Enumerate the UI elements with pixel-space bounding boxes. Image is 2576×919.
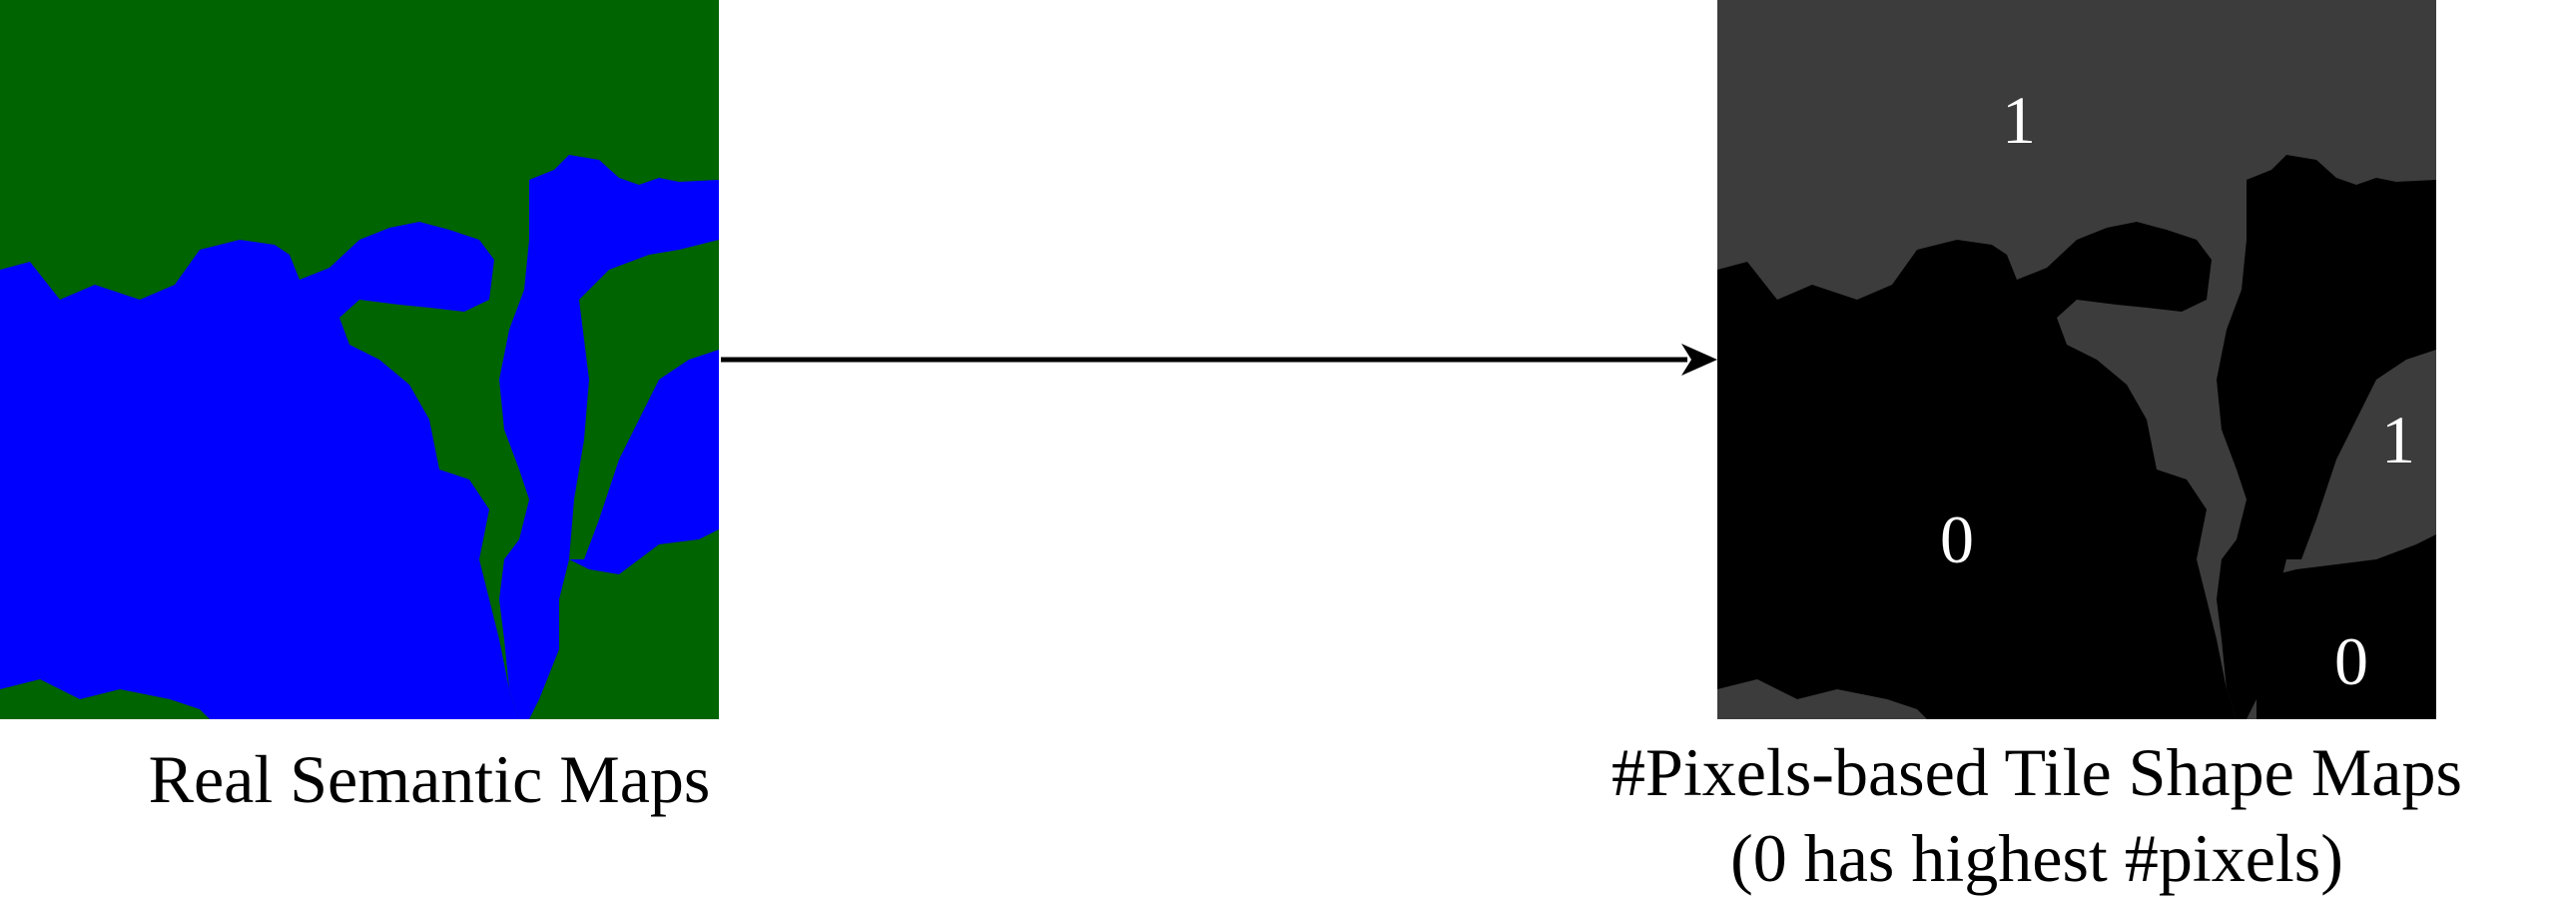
left-caption: Real Semantic Maps: [148, 741, 711, 817]
water-region: [0, 222, 519, 719]
right-caption: #Pixels-based Tile Shape Maps (0 has hig…: [1498, 729, 2576, 901]
rank-0-region-main: [1717, 222, 2237, 719]
tile-shape-map: 1 1 0 0: [1717, 0, 2436, 719]
arrow-head: [1681, 344, 1717, 376]
land-patch-bottom: [0, 679, 210, 719]
land-strip-middle: [569, 240, 719, 559]
region-label-center: 0: [1940, 501, 1974, 577]
rank-0-region-bottom-right: [2256, 534, 2436, 719]
rank-1-patch-bottom-left: [1717, 679, 1927, 719]
region-label-right: 1: [2381, 402, 2415, 477]
right-caption-line-2: (0 has highest #pixels): [1730, 820, 2343, 896]
region-label-top: 1: [2002, 82, 2036, 158]
transform-arrow: [721, 344, 1717, 376]
right-caption-line-1: #Pixels-based Tile Shape Maps: [1611, 734, 2462, 810]
real-semantic-map: [0, 0, 719, 719]
region-label-bottom-right: 0: [2334, 623, 2368, 699]
